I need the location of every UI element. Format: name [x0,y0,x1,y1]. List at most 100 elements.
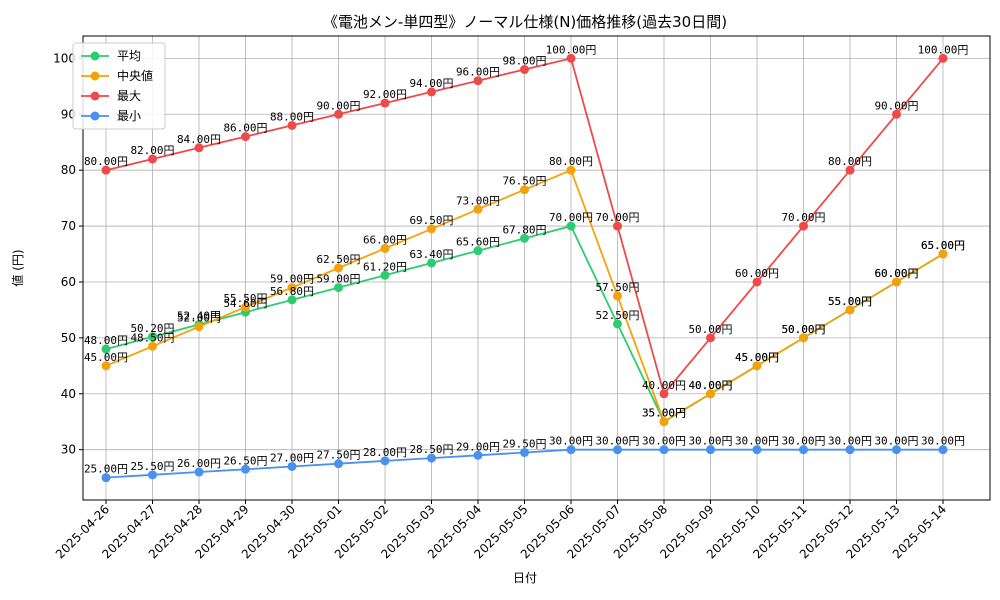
legend-label: 中央値 [117,68,153,83]
data-label: 48.50円 [130,331,174,344]
data-point [101,361,111,371]
data-point [334,109,343,119]
data-label: 94.00円 [409,77,453,90]
data-label: 100.00円 [918,43,969,56]
data-label: 52.40円 [177,309,221,322]
data-point [427,87,436,97]
data-label: 30.00円 [874,435,918,448]
data-point [938,53,948,63]
data-point [287,461,297,471]
data-point [473,76,483,86]
data-point [380,270,390,280]
data-label: 30.00円 [549,435,593,448]
data-label: 59.00円 [270,273,314,286]
plot-frame [82,35,991,501]
data-label: 30.00円 [781,435,825,448]
data-label: 50.00円 [781,323,825,336]
data-label: 40.00円 [688,379,732,392]
data-point [473,450,483,460]
legend-swatch-marker [90,51,100,61]
legend-item: 中央値 [81,68,153,83]
data-point [427,258,436,268]
legend-label: 最小 [117,109,141,123]
data-label: 30.00円 [828,435,872,448]
data-label: 70.00円 [781,211,825,224]
data-label: 30.00円 [921,435,965,448]
data-label: 52.50円 [595,309,639,322]
data-label: 65.00円 [921,239,965,252]
data-point [148,154,157,164]
data-point [752,361,762,371]
data-label: 70.00円 [595,211,639,224]
data-point [380,98,390,108]
data-label: 98.00円 [502,55,546,68]
data-point [659,417,669,427]
data-label: 45.00円 [735,351,779,364]
y-axis: 30 40 50 60 70 80 90 100 [53,51,83,457]
data-point [520,185,529,195]
data-label: 65.60円 [456,236,500,249]
data-point [241,302,250,312]
data-label: 82.00円 [130,144,174,157]
data-label: 62.50円 [316,253,360,266]
data-point [334,459,343,469]
data-label: 88.00円 [270,110,314,123]
data-label: 30.00円 [595,435,639,448]
data-label: 45.00円 [84,351,128,364]
data-label: 54.60円 [223,297,267,310]
data-point [380,456,390,466]
data-label: 80.00円 [828,155,872,168]
data-label: 65.00円 [921,239,965,252]
data-label: 35.00円 [642,407,686,420]
data-label: 27.50円 [316,449,360,462]
data-label: 40.00円 [688,379,732,392]
legend-item: 最小 [81,109,141,123]
series-中央値 [101,165,948,427]
data-point [892,109,901,119]
series-layer [101,53,948,483]
data-point [613,319,622,329]
data-point [101,473,111,483]
data-label: 63.40円 [409,248,453,261]
data-point [799,221,808,231]
legend-box [72,42,166,130]
data-point [659,445,669,455]
grid [83,36,990,500]
data-point [473,204,483,214]
data-point [706,445,715,455]
data-label: 59.00円 [316,273,360,286]
data-label: 30.00円 [688,435,732,448]
data-label: 27.00円 [270,451,314,464]
data-label: 30.00円 [735,435,779,448]
data-label: 29.00円 [456,440,500,453]
data-label: 90.00円 [316,99,360,112]
data-label: 96.00円 [456,66,500,79]
data-label: 86.00円 [223,122,267,135]
y-tick-label: 30 [61,443,76,457]
data-point [427,224,436,234]
data-point [520,65,529,75]
data-label: 56.80円 [270,285,314,298]
data-label: 30.00円 [642,435,686,448]
y-tick-label: 50 [61,331,76,345]
data-point [427,453,436,463]
data-point [287,283,297,293]
data-point [194,322,204,332]
data-point [101,344,111,354]
data-point [752,277,762,287]
data-point [845,305,855,315]
data-point [194,467,204,477]
data-label: 55.00円 [828,295,872,308]
data-point [241,132,250,142]
data-label: 66.00円 [363,233,407,246]
y-tick-label: 40 [61,387,76,401]
data-point [938,249,948,259]
data-label: 28.00円 [363,446,407,459]
data-point [613,291,622,301]
data-label: 50.00円 [688,323,732,336]
chart-title: 《電池メン-単四型》ノーマル仕様(N)価格推移(過去30日間) [323,13,727,31]
data-label: 100.00円 [546,43,597,56]
data-point [101,165,111,175]
legend-swatch-marker [90,111,100,121]
data-point [520,233,529,243]
